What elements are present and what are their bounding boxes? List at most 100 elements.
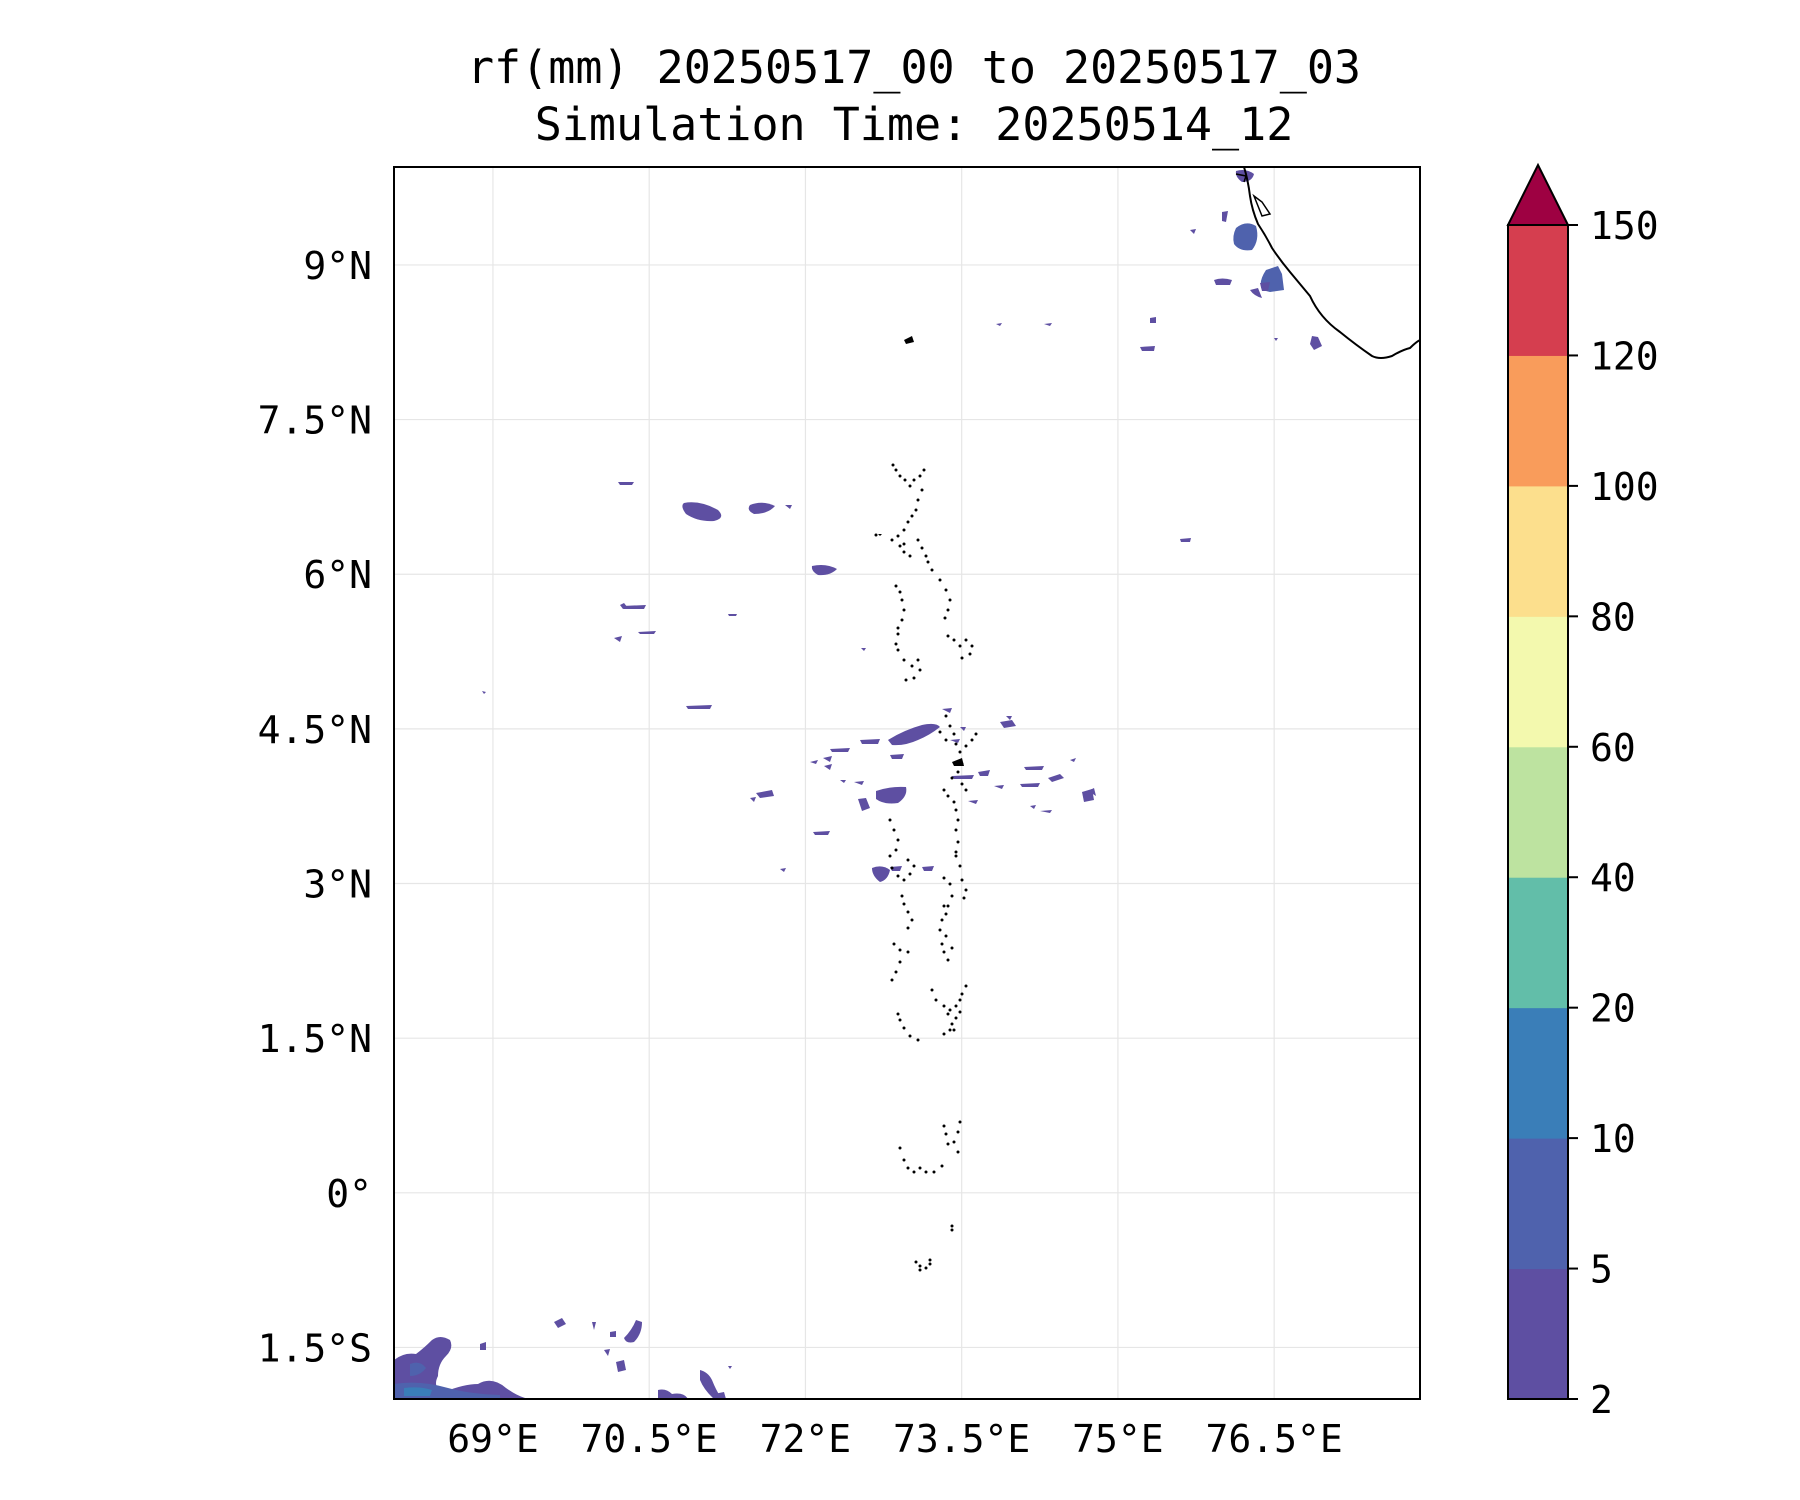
island-dot: [942, 904, 946, 908]
island-dot: [950, 1022, 954, 1026]
island-dot: [928, 1258, 932, 1262]
island-dot: [946, 958, 950, 962]
lon-tick-label: 72°E: [760, 1417, 852, 1461]
island-dot: [902, 658, 906, 662]
island-dot: [924, 554, 928, 558]
island-dot: [946, 794, 950, 798]
rain-patch: [756, 790, 774, 798]
colorbar-segment: [1508, 1138, 1568, 1270]
island-dot: [944, 912, 948, 916]
island-dot: [908, 484, 912, 488]
island-dot: [916, 498, 920, 502]
island-dot: [908, 1034, 912, 1038]
island-dot: [898, 960, 902, 964]
lat-tick-label: 7.5°N: [258, 399, 372, 443]
island-dot: [912, 1170, 916, 1174]
rain-patch: [604, 1349, 610, 1356]
colorbar-tick-label: 100: [1590, 465, 1659, 509]
rain-patch: [922, 866, 934, 871]
rain-patch: [1030, 805, 1036, 809]
rain-patch: [952, 775, 974, 779]
rain-patch: [686, 705, 712, 709]
island-male: [952, 758, 964, 766]
island-dot: [942, 1124, 946, 1128]
island-dot: [948, 598, 952, 602]
island-dot: [954, 1004, 958, 1008]
island-dot: [910, 514, 914, 518]
island-dot: [890, 978, 894, 982]
island-dot: [958, 644, 962, 648]
rain-patch: [994, 785, 1004, 789]
island-dot: [920, 488, 924, 492]
rain-patch: [823, 756, 832, 762]
rain-patch: [1140, 346, 1155, 351]
lat-tick-label: 4.5°N: [258, 708, 372, 752]
rain-patch: [813, 831, 830, 835]
colorbar-tick-label: 20: [1590, 987, 1636, 1031]
rain-patch: [888, 723, 940, 746]
rain-patch: [1000, 720, 1016, 728]
colorbar-segment: [1508, 1268, 1568, 1400]
lon-tick-label: 70.5°E: [581, 1417, 718, 1461]
island-dot: [948, 724, 952, 728]
coast-detail: [1235, 173, 1247, 183]
colorbar-tick-label: 120: [1590, 334, 1659, 378]
island-dot: [946, 634, 950, 638]
lat-tick-label: 0°: [326, 1172, 372, 1216]
island-dot: [958, 998, 962, 1002]
island-dot: [918, 474, 922, 478]
island-dot: [910, 918, 914, 922]
rain-patch: [404, 1387, 432, 1396]
island-dot: [918, 1268, 922, 1272]
gridlines: [394, 167, 1420, 1399]
island-dot: [956, 818, 960, 822]
rainfall-layer: [394, 170, 1322, 1399]
rain-patch: [728, 614, 737, 616]
rain-patch: [876, 786, 907, 804]
rain-patch: [890, 754, 904, 759]
chart-subtitle: Simulation Time: 20250514_12: [534, 98, 1294, 151]
island-dot: [890, 538, 894, 542]
island-dot: [964, 888, 968, 892]
island-dot: [906, 1166, 910, 1170]
island-dot: [940, 942, 944, 946]
island-dot: [916, 538, 920, 542]
colorbar-tick-label: 40: [1590, 856, 1636, 900]
island-dot: [958, 864, 962, 868]
island-dot: [912, 478, 916, 482]
island-dot: [888, 854, 892, 858]
colorbar-tick-label: 60: [1590, 726, 1636, 770]
lon-tick-label: 73.5°E: [893, 1417, 1030, 1461]
island-dot: [956, 1150, 960, 1154]
island-dot: [902, 902, 906, 906]
rain-patch: [748, 502, 775, 514]
island-dot: [960, 992, 964, 996]
island-dot: [926, 560, 930, 564]
colorbar-segment: [1508, 616, 1568, 748]
island-dot: [964, 788, 968, 792]
rain-patch: [1214, 278, 1232, 285]
island-dot: [954, 850, 958, 854]
rain-patch: [1150, 317, 1156, 323]
island-dot: [878, 534, 882, 536]
island-dot: [940, 918, 944, 922]
colorbar-segment: [1508, 485, 1568, 617]
island-dot: [902, 542, 906, 546]
island-dot: [960, 878, 964, 882]
island-dot: [912, 864, 916, 868]
island-dot: [902, 878, 906, 882]
rain-patch: [1180, 538, 1191, 542]
island-dot: [896, 648, 900, 652]
rain-patch: [618, 482, 634, 485]
island-dot: [902, 1158, 906, 1162]
island-dot: [892, 942, 896, 946]
island-dot: [916, 1038, 920, 1042]
rain-patch: [780, 868, 786, 872]
island-dot: [874, 533, 878, 537]
island-dot: [958, 750, 962, 754]
lat-tick-label: 1.5°N: [258, 1017, 372, 1061]
rain-patch: [861, 648, 866, 651]
colorbar-tick-label: 150: [1590, 204, 1659, 248]
island-dot: [912, 676, 916, 680]
island-dot: [914, 508, 918, 512]
